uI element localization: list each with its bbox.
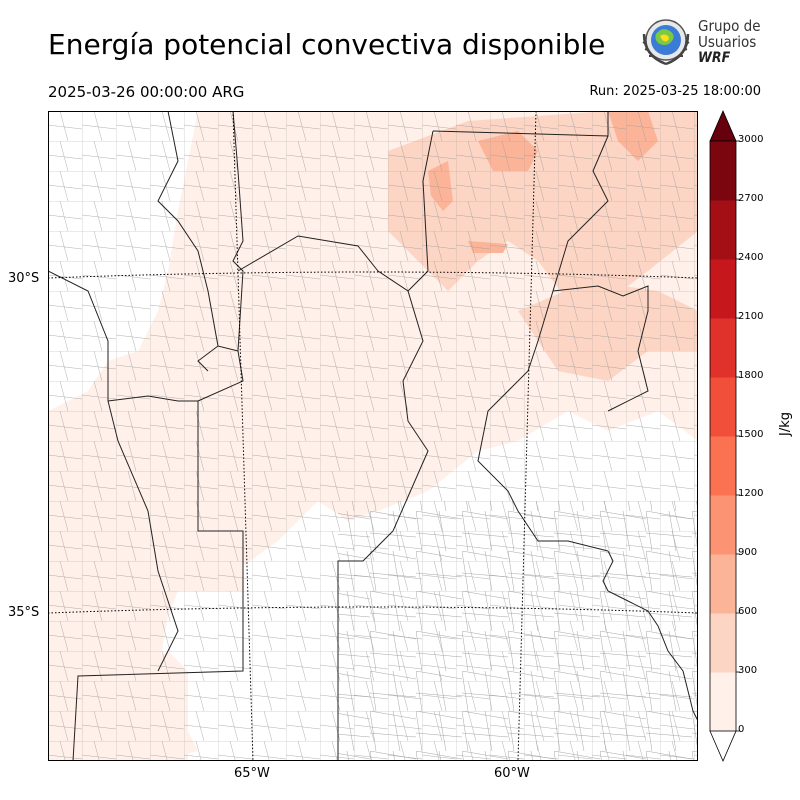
colorbar-segment xyxy=(710,377,736,437)
colorbar-tick-label: 900 xyxy=(738,547,758,558)
logo-line-1: Grupo de xyxy=(698,17,761,35)
colorbar-segment xyxy=(710,436,736,496)
map-frame xyxy=(48,111,698,761)
map-title: Energía potencial convectiva disponible xyxy=(48,28,606,61)
colorbar-segment xyxy=(710,495,736,555)
colorbar-tick-label: 2700 xyxy=(738,193,764,204)
colorbar-tick-label: 3000 xyxy=(738,134,764,145)
wrf-group-logo: Grupo de Usuarios WRF xyxy=(638,14,768,74)
colorbar-segment xyxy=(710,259,736,319)
colorbar-segment xyxy=(710,141,736,201)
cape-map xyxy=(48,111,698,761)
colorbar-segment xyxy=(710,318,736,378)
colorbar-unit-label: J/kg xyxy=(778,412,793,436)
valid-time: 2025-03-26 00:00:00 ARG xyxy=(48,83,245,101)
logo-line-2: Usuarios xyxy=(698,33,757,51)
colorbar-extend-over xyxy=(709,110,737,142)
colorbar-tick-label: 2400 xyxy=(738,252,764,263)
colorbar-segment xyxy=(710,613,736,673)
graticule xyxy=(48,111,698,761)
colorbar-segment xyxy=(710,672,736,732)
colorbar-segment xyxy=(710,200,736,260)
lon-label-60w: 60°W xyxy=(494,766,530,781)
laurel-globe-icon xyxy=(642,19,690,66)
lon-label-65w: 65°W xyxy=(234,766,270,781)
colorbar-tick-label: 1200 xyxy=(738,488,764,499)
lat-label-35s: 35°S xyxy=(8,605,40,620)
colorbar-tick-label: 2100 xyxy=(738,311,764,322)
colorbar-tick-label: 0 xyxy=(738,724,745,735)
colorbar-segment xyxy=(710,554,736,614)
colorbar-tick-label: 1500 xyxy=(738,429,764,440)
lat-label-30s: 30°S xyxy=(8,271,40,286)
colorbar-extend-under xyxy=(709,730,737,763)
coastline xyxy=(602,550,698,722)
partido-boundaries xyxy=(338,501,698,761)
colorbar-tick-label: 600 xyxy=(738,606,758,617)
run-time: Run: 2025-03-25 18:00:00 xyxy=(589,84,761,99)
colorbar-tick-label: 300 xyxy=(738,665,758,676)
province-boundaries xyxy=(48,111,649,761)
colorbar-tick-label: 1800 xyxy=(738,370,764,381)
logo-line-3: WRF xyxy=(698,50,731,66)
colorbar xyxy=(709,110,740,763)
